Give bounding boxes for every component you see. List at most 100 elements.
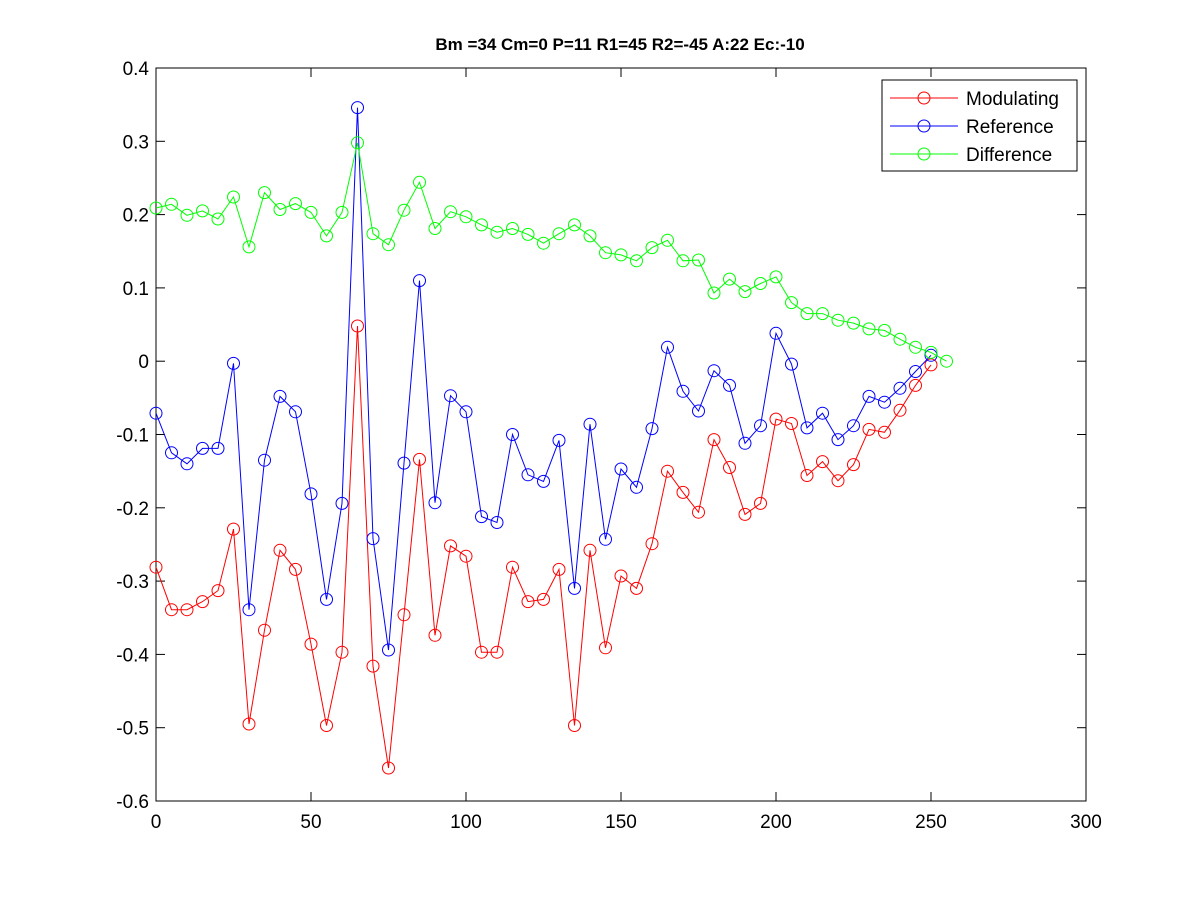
legend: Modulating Reference Difference	[881, 79, 1078, 172]
data-point-difference	[227, 190, 240, 204]
data-point-difference	[289, 197, 302, 211]
data-point-difference	[599, 246, 612, 260]
series-line-reference	[155, 107, 932, 651]
data-point-reference	[599, 532, 612, 546]
data-point-reference	[676, 384, 690, 398]
series-line-modulating	[155, 325, 932, 769]
y-tick-label: 0.1	[123, 279, 149, 300]
data-point-modulating	[521, 595, 535, 609]
data-point-modulating	[320, 719, 333, 732]
data-point-modulating	[645, 537, 659, 551]
data-point-modulating	[630, 581, 643, 595]
data-point-modulating	[769, 412, 783, 426]
data-point-difference	[909, 340, 922, 354]
data-point-difference	[304, 205, 318, 219]
data-point-reference	[692, 404, 705, 418]
data-point-modulating	[552, 562, 566, 576]
data-point-modulating	[909, 378, 922, 392]
y-tick-label: -0.4	[116, 645, 149, 666]
data-point-difference	[537, 236, 550, 250]
y-tick-label: -0.2	[116, 499, 149, 520]
x-tick-label: 200	[760, 812, 792, 833]
data-point-difference	[196, 204, 209, 218]
data-point-difference	[258, 186, 271, 200]
data-point-difference	[893, 332, 907, 346]
data-point-difference	[661, 233, 674, 247]
data-point-reference	[769, 326, 783, 340]
data-point-modulating	[382, 761, 395, 775]
data-point-difference	[847, 316, 860, 330]
data-point-reference	[661, 340, 674, 354]
data-point-modulating	[490, 645, 504, 659]
data-point-modulating	[723, 461, 736, 474]
data-point-difference	[630, 254, 643, 268]
y-tick-label: 0.4	[123, 59, 150, 80]
data-point-difference	[521, 227, 535, 241]
data-point-modulating	[459, 549, 473, 563]
data-point-difference	[366, 227, 380, 241]
data-point-reference	[800, 421, 814, 435]
data-point-modulating	[893, 403, 907, 417]
data-point-reference	[258, 453, 271, 467]
data-point-difference	[490, 225, 504, 239]
y-tick-label: -0.6	[116, 792, 149, 813]
data-point-difference	[382, 238, 395, 252]
data-point-modulating	[878, 425, 891, 439]
data-point-modulating	[707, 433, 721, 447]
data-point-reference	[227, 356, 240, 370]
data-point-reference	[273, 389, 287, 403]
data-point-modulating	[785, 417, 798, 430]
x-tick-label: 250	[915, 812, 947, 833]
data-point-reference	[289, 405, 302, 419]
data-point-modulating	[506, 560, 519, 574]
data-point-modulating	[816, 455, 829, 469]
data-point-modulating	[692, 505, 705, 519]
data-point-difference	[754, 277, 767, 290]
data-point-difference	[831, 313, 845, 327]
data-point-reference	[320, 592, 333, 606]
x-tick-label: 300	[1070, 812, 1102, 833]
x-tick-label: 150	[605, 812, 637, 833]
data-point-modulating	[242, 717, 256, 731]
data-point-reference	[397, 456, 411, 470]
data-point-reference	[614, 462, 628, 476]
data-point-reference	[583, 417, 597, 431]
data-point-difference	[351, 136, 364, 150]
data-point-reference	[149, 406, 163, 420]
data-point-difference	[800, 307, 814, 321]
data-point-modulating	[847, 458, 860, 472]
data-point-difference	[552, 227, 566, 241]
data-point-reference	[816, 406, 829, 420]
data-point-difference	[568, 218, 581, 232]
data-point-reference	[568, 581, 581, 595]
data-point-modulating	[831, 474, 845, 488]
data-point-modulating	[397, 608, 411, 622]
axes: 0 50 100 150 200 250 300 -0.6 -0.5 -0.4 -0.3 -0.2 -0…	[116, 59, 1102, 833]
data-point-difference	[273, 203, 287, 216]
data-point-modulating	[862, 422, 876, 436]
data-point-reference	[475, 510, 488, 524]
series-line-difference	[155, 142, 947, 362]
data-point-modulating	[614, 569, 628, 583]
legend-label: Reference	[966, 117, 1054, 138]
data-point-reference	[847, 419, 860, 433]
data-point-reference	[211, 441, 225, 455]
data-point-reference	[521, 468, 535, 482]
data-point-reference	[723, 378, 736, 392]
data-point-difference	[397, 203, 411, 217]
y-tick-label: 0	[138, 352, 149, 373]
data-point-difference	[645, 241, 659, 255]
y-tick-label: -0.3	[116, 572, 149, 593]
chart-title: Bm =34 Cm=0 P=11 R1=45 R2=-45 A:22 Ec:-1…	[435, 35, 804, 54]
data-point-reference	[909, 365, 922, 378]
data-point-difference	[149, 201, 163, 215]
data-point-difference	[444, 205, 457, 219]
legend-marker	[917, 91, 931, 105]
data-point-difference	[878, 323, 891, 337]
data-point-reference	[754, 419, 767, 433]
data-point-reference	[630, 480, 643, 494]
data-point-modulating	[583, 543, 597, 557]
data-point-reference	[490, 516, 504, 529]
data-point-difference	[924, 345, 938, 359]
